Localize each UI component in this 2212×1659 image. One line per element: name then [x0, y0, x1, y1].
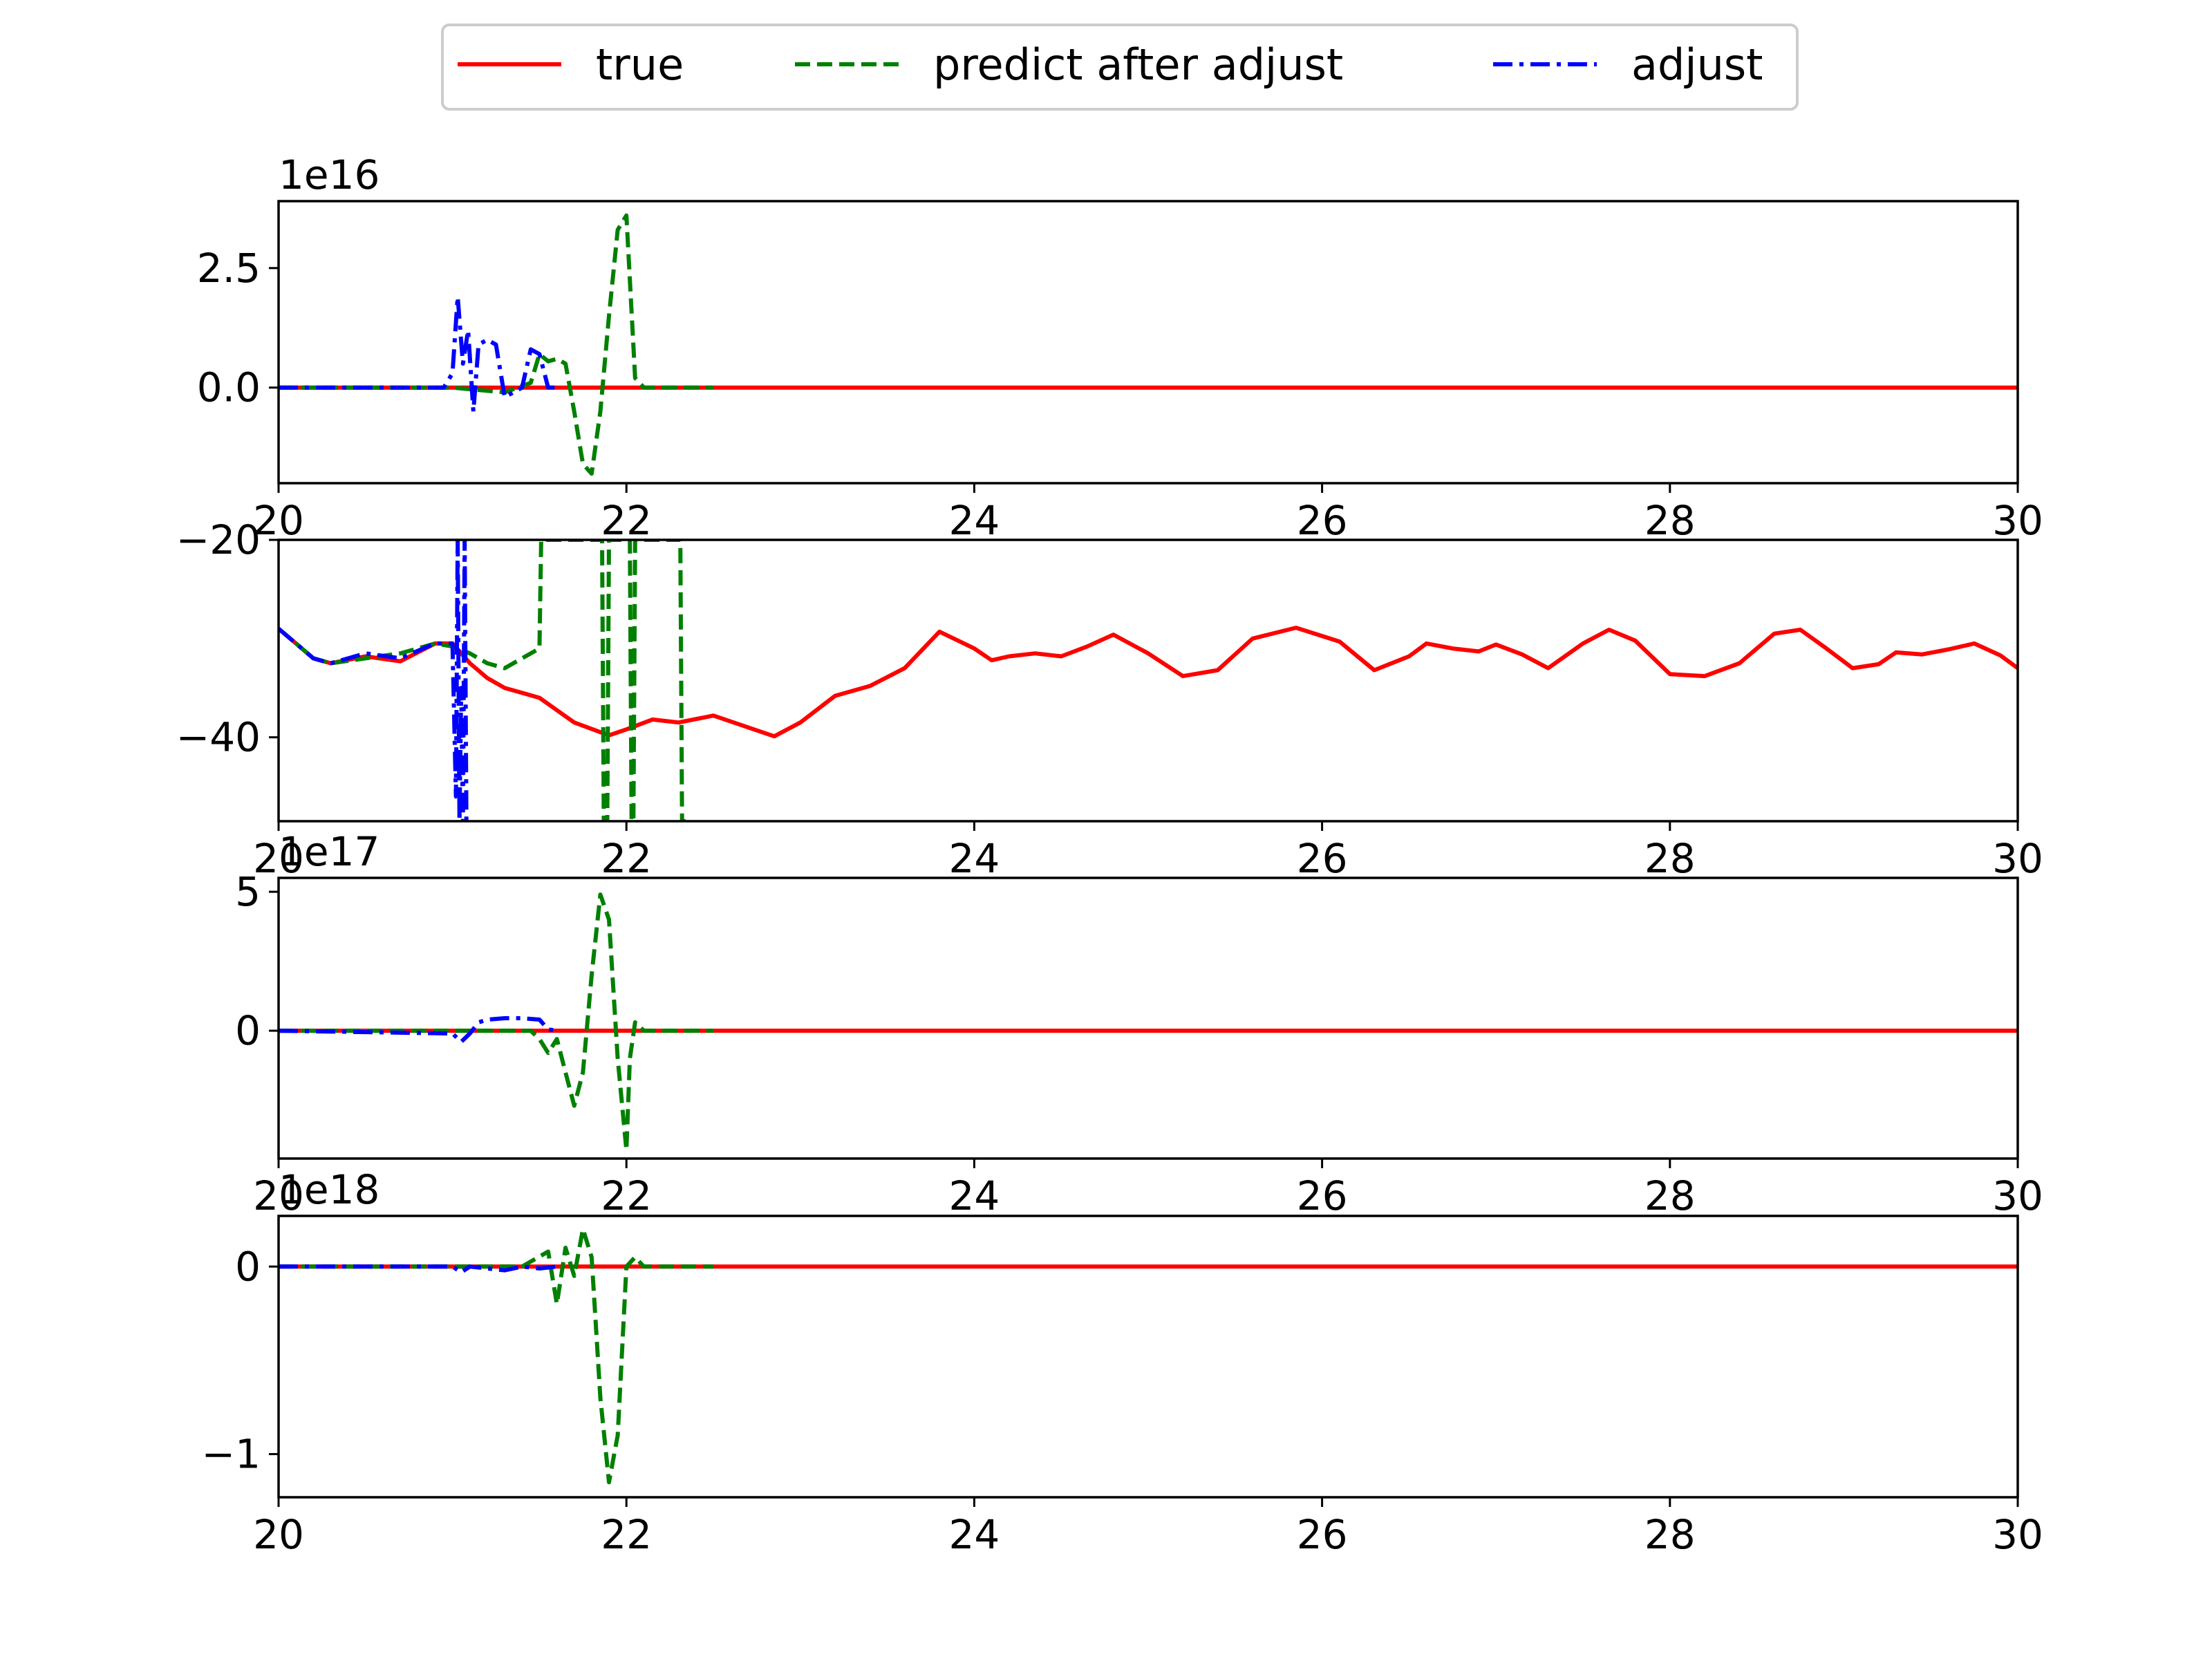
x-tick-label: 22	[601, 1172, 652, 1219]
series-line-adjust	[279, 1264, 557, 1275]
x-tick-label: 24	[948, 1511, 1000, 1558]
x-tick-label: 24	[948, 497, 1000, 544]
x-tick-label: 22	[601, 1511, 652, 1558]
y-tick-label: 0.0	[197, 364, 261, 411]
x-tick-label: 20	[253, 835, 304, 882]
series-group	[279, 1227, 2018, 1485]
x-tick-label: 26	[1297, 835, 1348, 882]
series-line-predict-after-adjust	[279, 892, 713, 1152]
x-tick-label: 22	[601, 497, 652, 544]
y-offset-text: 1e18	[279, 1166, 379, 1213]
subplots: 20 22 24 26 28 30 0.0 2.5 1e16 20 22 24 26 28 30 −20 −40…	[176, 151, 2043, 1558]
y-tick-label: 2.5	[197, 245, 261, 292]
y-tick-label: 0	[235, 1243, 261, 1290]
legend: true predict after adjust adjust	[441, 24, 1799, 111]
axes-frame	[277, 1215, 2019, 1499]
series-line-true	[279, 626, 2018, 739]
axes-frame	[277, 200, 2019, 485]
y-tick-label: −1	[202, 1431, 261, 1478]
series-line-adjust	[279, 294, 557, 414]
y-tick-label: −20	[176, 516, 261, 563]
series-group	[279, 213, 2018, 476]
x-tick-label: 24	[948, 1172, 1000, 1219]
x-tick-label: 30	[1992, 1172, 2043, 1219]
y-tick-label: −40	[176, 714, 261, 761]
y-offset-text: 1e16	[279, 151, 379, 198]
x-tick-label: 22	[601, 835, 652, 882]
x-tick-label: 28	[1644, 835, 1696, 882]
legend-label-true: true	[596, 39, 684, 90]
series-group	[279, 540, 2018, 821]
series-line-adjust	[279, 1016, 558, 1044]
legend-label-predict: predict after adjust	[933, 39, 1343, 90]
series-group	[279, 892, 2018, 1152]
subplot-3: 20 22 24 26 28 30 0 5 1e17	[235, 828, 2043, 1219]
x-tick-label: 26	[1297, 497, 1348, 544]
y-tick-label: 0	[235, 1007, 261, 1054]
x-tick-label: 20	[253, 497, 304, 544]
x-tick-label: 28	[1644, 497, 1696, 544]
x-tick-label: 28	[1644, 1511, 1696, 1558]
legend-frame	[441, 24, 1799, 111]
x-tick-label: 26	[1297, 1172, 1348, 1219]
subplot-1: 20 22 24 26 28 30 0.0 2.5 1e16	[197, 151, 2043, 544]
x-tick-label: 24	[948, 835, 1000, 882]
series-line-predict-after-adjust	[279, 213, 713, 476]
x-tick-label: 30	[1992, 1511, 2043, 1558]
x-tick-label: 30	[1992, 835, 2043, 882]
x-tick-label: 20	[253, 1511, 304, 1558]
x-tick-label: 20	[253, 1172, 304, 1219]
legend-label-adjust: adjust	[1631, 39, 1763, 90]
axes-frame	[277, 538, 2019, 823]
x-tick-label: 28	[1644, 1172, 1696, 1219]
subplot-4: 20 22 24 26 28 30 0 −1 1e18	[202, 1166, 2043, 1558]
y-offset-text: 1e17	[279, 828, 379, 875]
x-tick-label: 30	[1992, 497, 2043, 544]
axes-frame	[277, 877, 2019, 1160]
subplot-2: 20 22 24 26 28 30 −20 −40	[176, 516, 2043, 882]
series-line-adjust	[279, 540, 471, 821]
y-tick-label: 5	[235, 868, 261, 915]
x-tick-label: 26	[1297, 1511, 1348, 1558]
